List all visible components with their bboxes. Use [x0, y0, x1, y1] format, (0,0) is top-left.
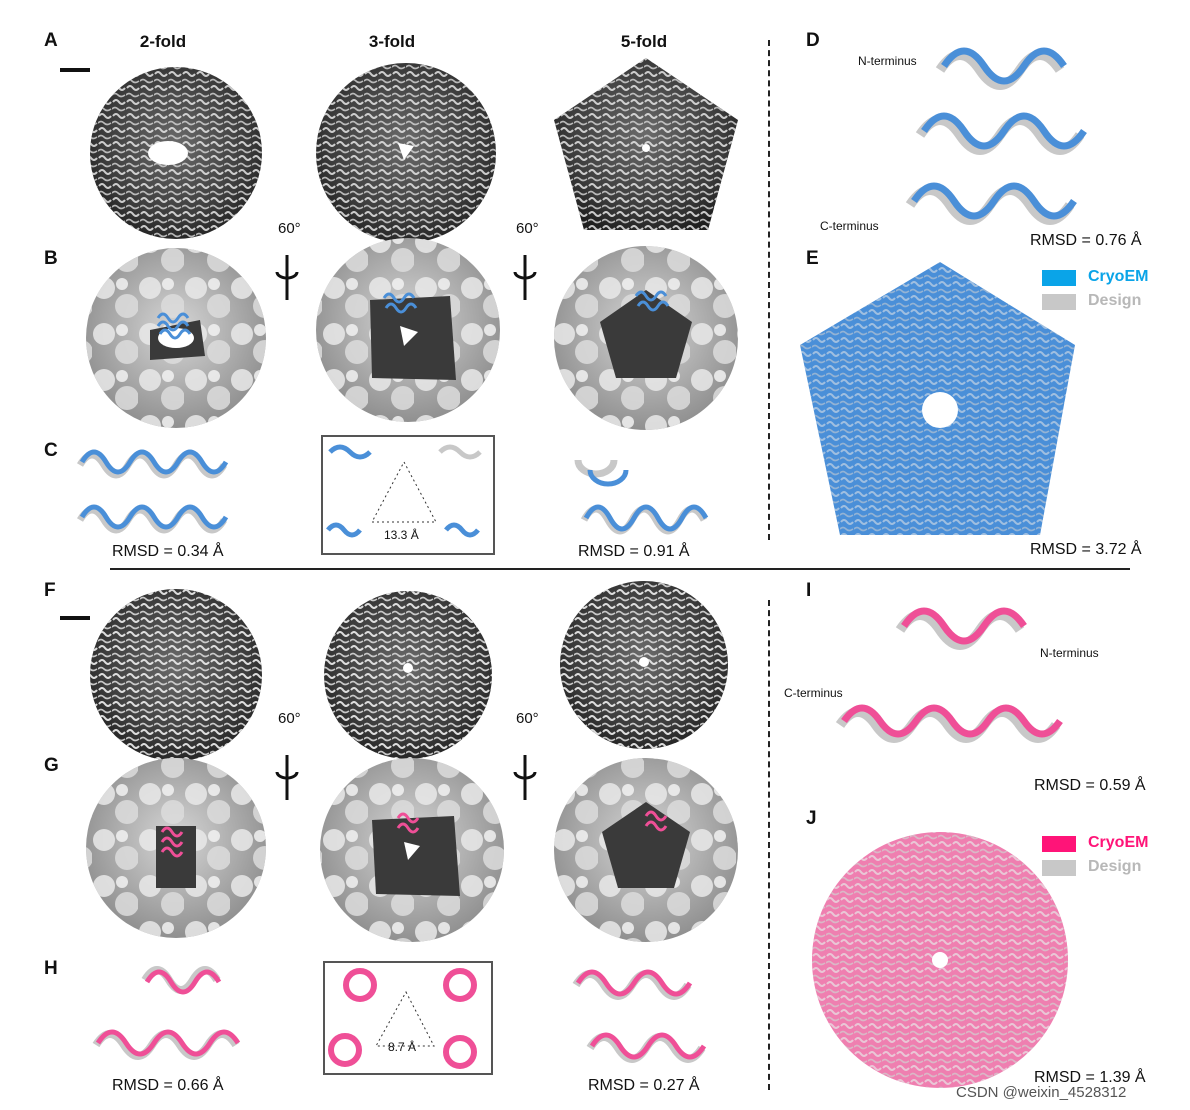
inset-c-mid — [321, 435, 495, 555]
panel-label-i: I — [806, 580, 812, 601]
density-map-2fold-bottom — [90, 589, 262, 761]
rotation-angle-label: 60° — [516, 710, 539, 727]
rmsd-j: RMSD = 1.39 Å — [1034, 1069, 1146, 1086]
surface-model-2fold-bottom — [86, 758, 266, 938]
legend-swatch-cryoem-bottom — [1042, 836, 1076, 852]
legend-swatch-cryoem-top — [1042, 270, 1076, 286]
panel-label-h: H — [44, 958, 58, 979]
column-header-5fold: 5-fold — [620, 32, 668, 51]
scale-bar-top — [60, 68, 90, 72]
panel-label-j: J — [806, 808, 817, 829]
legend-label-cryoem-bottom: CryoEM — [1088, 834, 1149, 851]
helix-overlay-h-left — [92, 966, 241, 1060]
panel-label-a: A — [44, 30, 58, 51]
rmsd-i: RMSD = 0.59 Å — [1034, 777, 1146, 794]
c-terminus-label-d: C-terminus — [820, 219, 879, 233]
rotation-angle-label: 60° — [278, 220, 301, 237]
density-map-5fold-bottom — [560, 581, 728, 749]
rmsd-e: RMSD = 3.72 Å — [1030, 541, 1142, 558]
helix-overlay-h-right — [572, 969, 707, 1063]
rmsd-c-right: RMSD = 0.91 Å — [578, 543, 690, 560]
monomer-overlay-i — [835, 607, 1063, 743]
panel-label-d: D — [806, 30, 820, 51]
cage-overlay-e — [800, 262, 1075, 535]
distance-h-mid: 8.7 Å — [388, 1040, 417, 1054]
watermark: CSDN @weixin_4528312 — [956, 1084, 1127, 1101]
n-terminus-label-i: N-terminus — [1040, 646, 1099, 660]
column-header-3fold: 3-fold — [368, 32, 416, 51]
column-header-2fold: 2-fold — [139, 32, 187, 51]
dashed-divider-bottom — [768, 600, 770, 1090]
surface-model-2fold-top — [86, 248, 266, 428]
c-terminus-label-i: C-terminus — [784, 686, 843, 700]
panel-label-e: E — [806, 248, 819, 269]
legend-label-design-bottom: Design — [1088, 858, 1142, 875]
surface-model-3fold-bottom — [320, 758, 504, 942]
rmsd-h-left: RMSD = 0.66 Å — [112, 1077, 224, 1094]
scale-bar-bottom — [60, 616, 90, 620]
legend-swatch-design-top — [1042, 294, 1076, 310]
density-map-3fold-bottom — [324, 591, 492, 759]
helix-overlay-c-left — [76, 449, 229, 534]
surface-model-5fold-bottom — [554, 758, 738, 942]
monomer-overlay-d — [905, 47, 1087, 225]
section-divider — [110, 568, 1130, 570]
cage-overlay-j — [812, 832, 1068, 1088]
rmsd-h-right: RMSD = 0.27 Å — [588, 1077, 700, 1094]
legend-label-design-top: Design — [1088, 292, 1142, 309]
distance-c-mid: 13.3 Å — [384, 528, 419, 542]
rotation-angle-label: 60° — [516, 220, 539, 237]
surface-model-5fold-top — [554, 246, 738, 430]
dashed-divider-top — [768, 40, 770, 540]
surface-model-3fold-top — [316, 238, 500, 422]
legend-label-cryoem-top: CryoEM — [1088, 268, 1149, 285]
density-map-5fold-top — [554, 58, 738, 230]
density-map-3fold-top — [316, 63, 496, 243]
rotation-angle-label: 60° — [278, 710, 301, 727]
helix-overlay-c-right — [574, 459, 709, 535]
legend-swatch-design-bottom — [1042, 860, 1076, 876]
panel-label-g: G — [44, 755, 59, 776]
panel-label-b: B — [44, 248, 58, 269]
rmsd-d: RMSD = 0.76 Å — [1030, 232, 1142, 249]
panel-label-c: C — [44, 440, 58, 461]
inset-h-mid — [323, 961, 493, 1075]
panel-label-f: F — [44, 580, 56, 601]
rotation-arrow-icon — [275, 255, 537, 800]
rmsd-c-left: RMSD = 0.34 Å — [112, 543, 224, 560]
n-terminus-label-d: N-terminus — [858, 54, 917, 68]
density-map-2fold-top — [90, 67, 262, 239]
